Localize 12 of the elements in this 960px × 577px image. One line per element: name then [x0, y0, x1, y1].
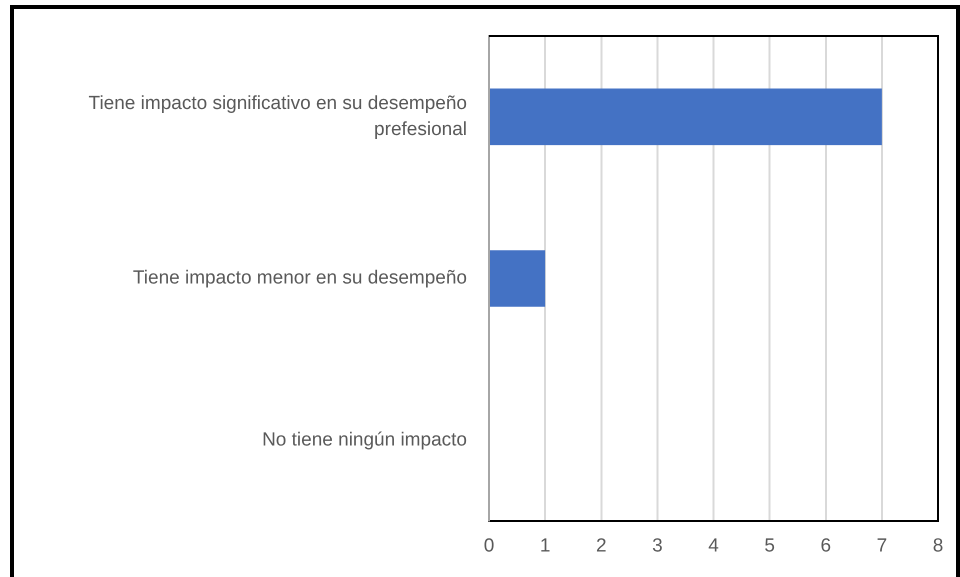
x-tick-label: 2 — [596, 536, 607, 557]
x-tick-label: 5 — [764, 536, 775, 557]
x-tick-label: 8 — [932, 536, 944, 557]
y-tick-label: Tiene impacto significativo en su desempeño prefesional — [88, 93, 467, 140]
x-tick-label: 4 — [708, 536, 720, 557]
y-tick-label: No tiene ningún impacto — [262, 429, 467, 450]
x-tick-label: 0 — [484, 536, 494, 557]
x-tick-label: 7 — [876, 536, 888, 557]
x-tick-label: 1 — [540, 536, 550, 557]
y-tick-label: Tiene impacto menor en su desempeño — [132, 268, 467, 289]
x-tick-label: 6 — [820, 536, 832, 557]
x-tick-label: 3 — [652, 536, 663, 557]
